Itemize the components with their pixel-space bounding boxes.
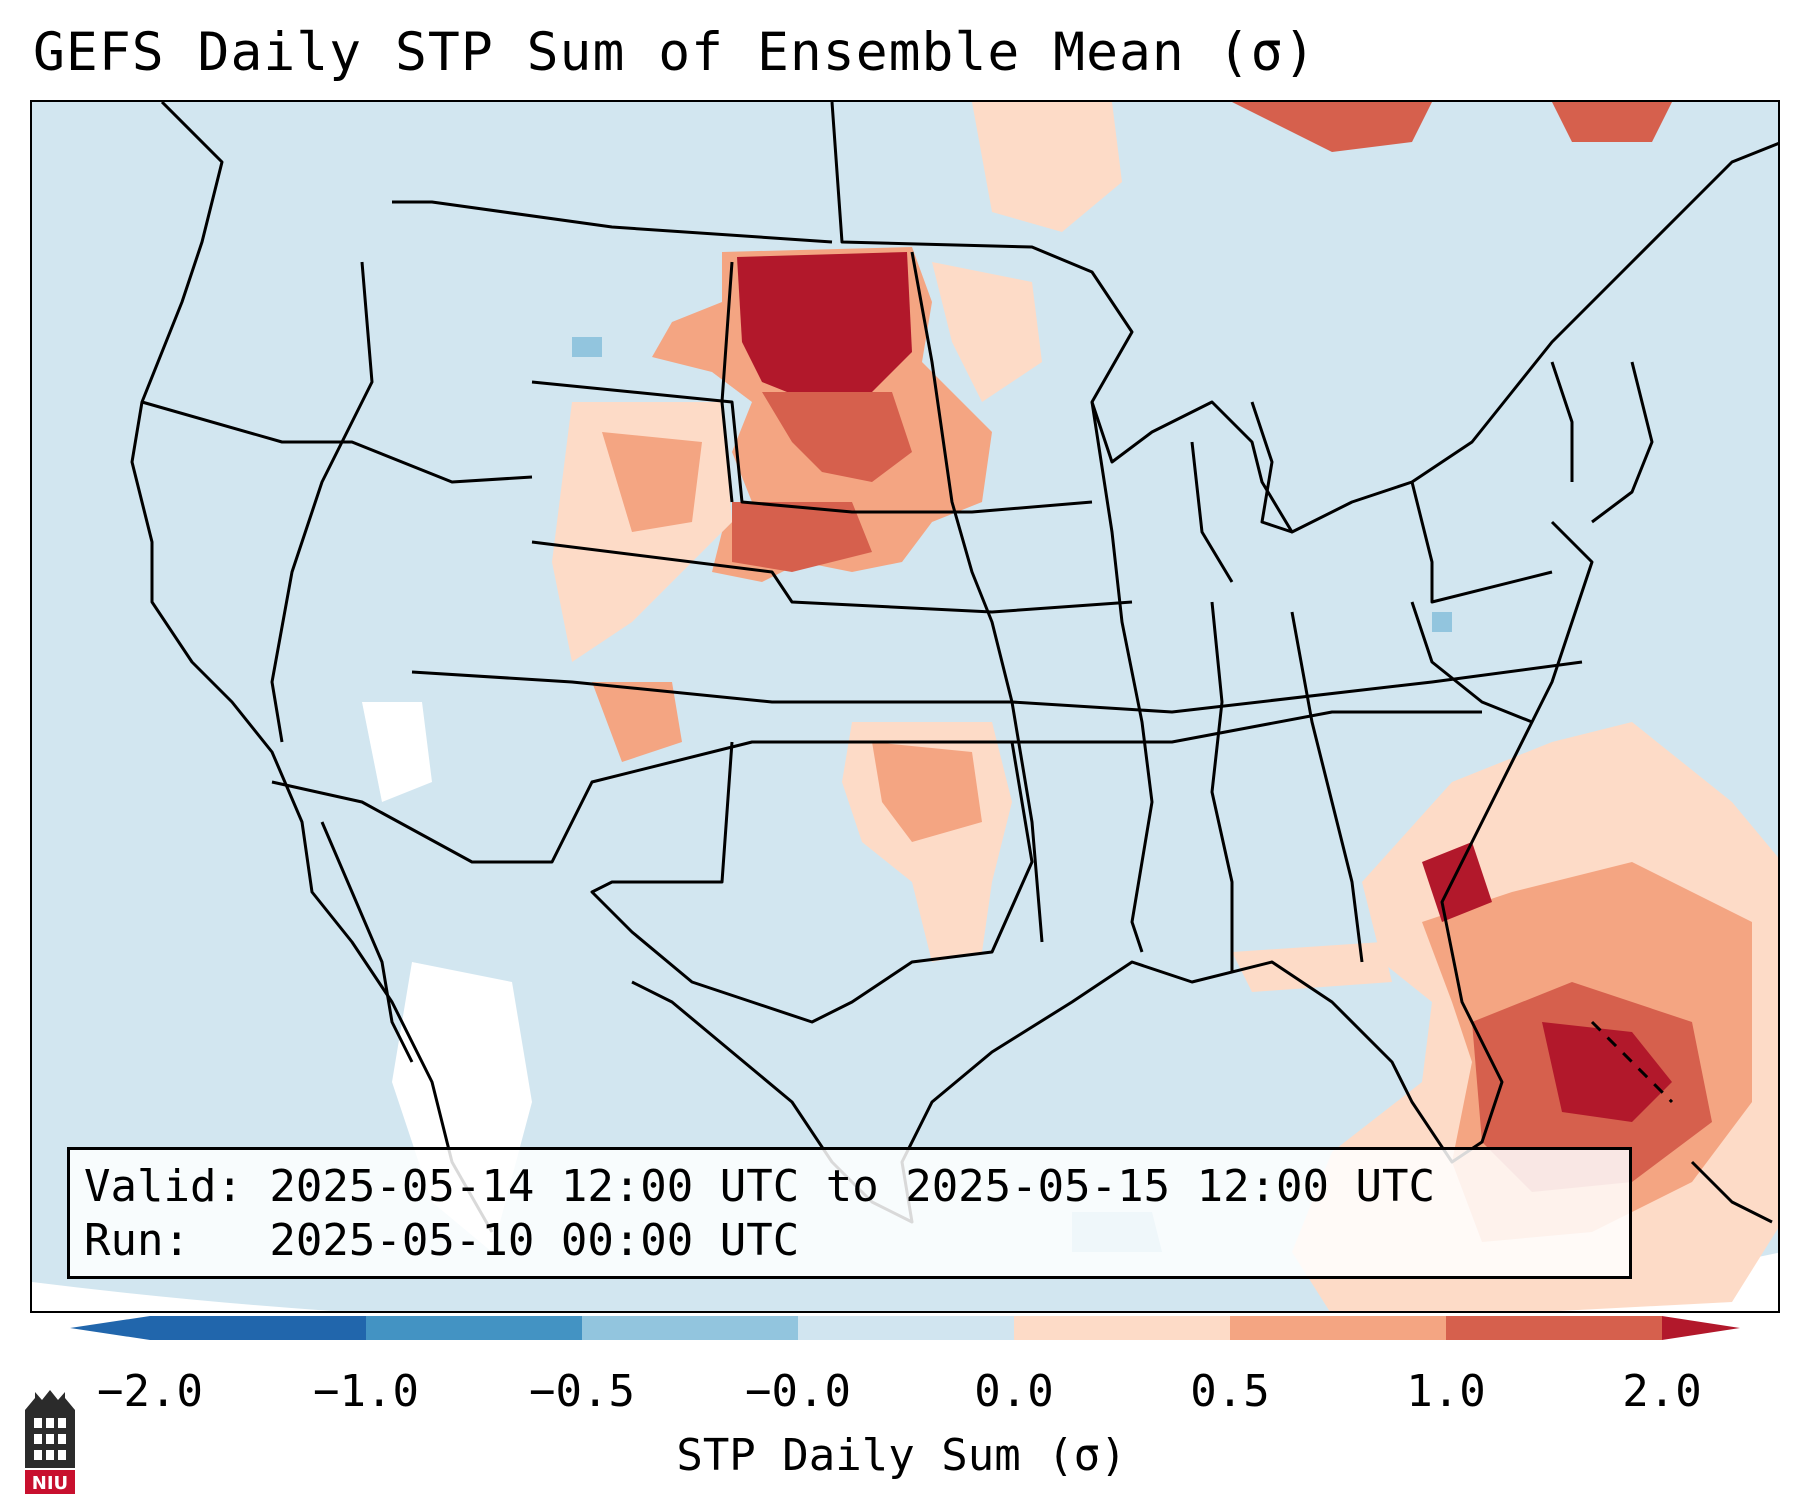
- us-canada-west: [392, 200, 833, 244]
- run-time-line: Run: 2025-05-10 00:00 UTC: [84, 1215, 800, 1266]
- bahamas-islands: [1590, 1020, 1674, 1104]
- chart-title: GEFS Daily STP Sum of Ensemble Mean (σ): [33, 22, 1317, 83]
- northern-border: [830, 102, 1778, 534]
- colorbar-seg-4: [798, 1316, 1014, 1340]
- or-ca-border: [141, 400, 533, 484]
- canada-east-2: [1552, 102, 1672, 142]
- central-line-3: [411, 660, 1583, 714]
- colorbar-tick-label: −0.0: [745, 1366, 851, 1417]
- mn-weak: [932, 262, 1042, 402]
- michigan: [1250, 401, 1293, 534]
- colorbar-seg-6: [1230, 1316, 1446, 1340]
- negative-wy: [572, 337, 602, 357]
- colorbar-seg-2: [366, 1316, 582, 1340]
- positive-anomaly-cells: [552, 102, 1778, 1311]
- colorbar-label: STP Daily Sum (σ): [676, 1430, 1127, 1481]
- canada-weak: [972, 102, 1122, 232]
- colorbar-tick-label: 1.0: [1406, 1366, 1486, 1417]
- colorbar-tick-label: 0.5: [1190, 1366, 1270, 1417]
- baja-coast: [320, 821, 414, 1063]
- colorbar-seg-7: [1446, 1316, 1662, 1340]
- wy-moderate: [602, 432, 702, 532]
- colorbar-tick-label: 2.0: [1622, 1366, 1702, 1417]
- colorbar-over-arrow: [1662, 1316, 1740, 1340]
- gulf-weak: [1232, 942, 1392, 992]
- plains-east: [910, 251, 1044, 943]
- nebraska-cells: [732, 502, 872, 572]
- neutral-baja-1: [362, 702, 432, 802]
- colorbar-seg-1: [150, 1316, 366, 1340]
- bahamas-core: [1542, 1022, 1672, 1122]
- negative-va: [1432, 612, 1452, 632]
- al-ms-border: [1210, 601, 1234, 972]
- colorbar: [70, 1316, 1740, 1340]
- new-england: [1591, 361, 1654, 524]
- central-line-1: [531, 380, 1093, 514]
- ga-al-border: [1290, 611, 1364, 963]
- nm-cells: [592, 682, 682, 762]
- dakota-west: [720, 261, 734, 503]
- canada-east: [1232, 102, 1432, 152]
- colorbar-tick-label: −2.0: [97, 1366, 203, 1417]
- central-line-4: [271, 710, 1482, 864]
- ok-moderate: [872, 742, 982, 842]
- vt-nh: [1550, 361, 1574, 482]
- hispaniola: [1690, 1160, 1773, 1224]
- pa-ny: [1410, 481, 1553, 604]
- colorbar-tick-label: −0.5: [529, 1366, 635, 1417]
- va-nc: [1410, 601, 1533, 724]
- valid-info-box: Valid: 2025-05-14 12:00 UTC to 2025-05-1…: [67, 1147, 1632, 1279]
- ga-coast-core: [1422, 842, 1492, 922]
- plains-strong-2: [762, 392, 912, 482]
- colorbar-seg-3: [582, 1316, 798, 1340]
- niu-logo-icon: NIU: [25, 1390, 75, 1494]
- nv-id-border: [270, 261, 374, 743]
- central-line-2: [531, 540, 1133, 614]
- plains-strong: [737, 252, 912, 402]
- pacific-coastline: [130, 102, 494, 1233]
- lake-michigan: [1190, 441, 1234, 583]
- map-panel: [30, 100, 1780, 1313]
- colorbar-tick-label: −1.0: [313, 1366, 419, 1417]
- texas-border: [590, 741, 1034, 1024]
- logo-text: NIU: [32, 1473, 68, 1494]
- map-svg: [32, 102, 1778, 1311]
- valid-time-line: Valid: 2025-05-14 12:00 UTC to 2025-05-1…: [84, 1161, 1436, 1212]
- mississippi: [1090, 401, 1154, 953]
- colorbar-tick-label: 0.0: [974, 1366, 1054, 1417]
- colorbar-under-arrow: [70, 1316, 150, 1340]
- colorbar-seg-5: [1014, 1316, 1230, 1340]
